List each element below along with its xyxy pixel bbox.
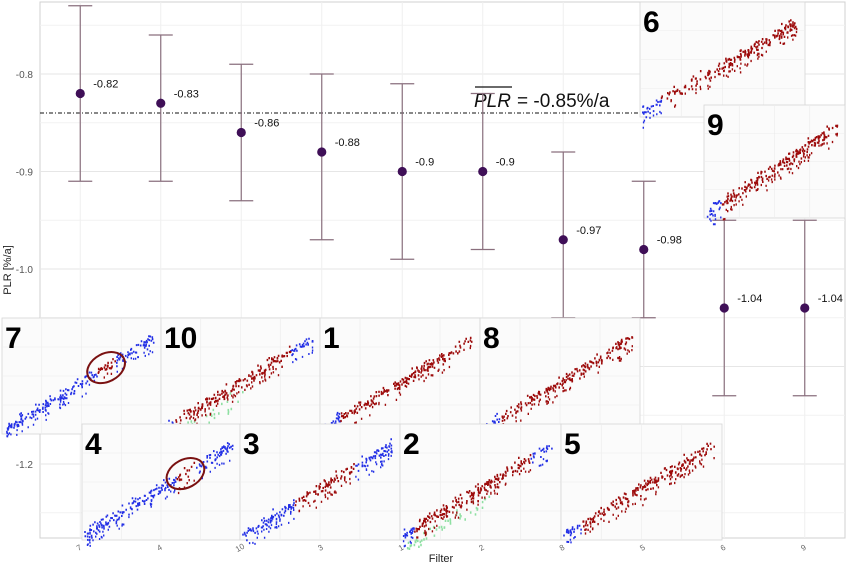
inset-filtered-points xyxy=(97,358,116,379)
x-tick-label: 5 xyxy=(638,543,647,553)
inset-label: 9 xyxy=(707,109,724,142)
x-tick-label: 8 xyxy=(558,543,567,553)
inset-highlight-ring xyxy=(165,457,206,491)
y-axis-ticks: -0.8 -0.9 -1.0 -1.2 xyxy=(16,70,34,471)
filter-scatter-insets: 6 9 7 10 1 8 4 3 2 5 xyxy=(1,1,846,550)
data-label: -1.04 xyxy=(737,293,762,305)
data-point xyxy=(397,166,407,177)
inset-filter-5: 5 xyxy=(560,423,723,544)
inset-label: 3 xyxy=(243,428,260,461)
data-label: -0.86 xyxy=(254,118,279,130)
x-axis-title: Filter xyxy=(429,553,454,565)
inset-filter-7: 7 xyxy=(1,317,162,438)
inset-kept-points xyxy=(242,438,393,545)
data-point xyxy=(317,147,327,157)
y-axis-title: PLR [%/a] xyxy=(2,245,14,295)
data-label: -0.9 xyxy=(415,157,434,169)
x-tick-label: 2 xyxy=(477,543,486,553)
data-point xyxy=(558,235,568,245)
data-point xyxy=(75,88,85,99)
data-point xyxy=(800,303,810,313)
inset-highlight-ring xyxy=(86,351,126,385)
y-tick-label: -0.8 xyxy=(16,70,34,81)
inset-kept-points xyxy=(563,524,582,544)
x-tick-label: 4 xyxy=(155,543,164,553)
inset-kept-points xyxy=(402,445,553,548)
inset-label: 8 xyxy=(483,322,500,355)
inset-filtered-points xyxy=(294,463,355,513)
data-label: -0.98 xyxy=(657,235,682,247)
x-tick-label: 7 xyxy=(75,543,84,553)
data-label: -1.04 xyxy=(818,293,843,305)
inset-filtered-points xyxy=(660,19,798,108)
inset-kept-points xyxy=(84,442,234,547)
inset-filter-8: 8 xyxy=(479,317,641,435)
y-tick-label: -1.0 xyxy=(16,265,34,276)
inset-filtered-points xyxy=(582,442,715,535)
x-tick-label: 1 xyxy=(397,543,406,553)
data-label: -0.9 xyxy=(496,157,515,169)
x-tick-label: 10 xyxy=(234,541,247,554)
inset-filter-2: 2 xyxy=(399,423,562,550)
x-tick-label: 6 xyxy=(719,543,728,553)
x-tick-label: 9 xyxy=(799,543,808,553)
inset-label: 7 xyxy=(5,322,22,355)
data-point xyxy=(719,303,729,313)
inset-label: 4 xyxy=(85,428,102,461)
inset-filter-10: 10 xyxy=(160,317,321,447)
inset-label: 6 xyxy=(643,6,660,39)
inset-label: 1 xyxy=(323,322,340,355)
inset-filtered-points xyxy=(340,336,473,425)
inset-filtered-points xyxy=(721,124,839,221)
inset-label: 2 xyxy=(403,428,420,461)
data-point xyxy=(478,166,488,177)
data-label: -0.97 xyxy=(576,225,601,237)
x-tick-label: 3 xyxy=(316,543,325,553)
data-label: -0.83 xyxy=(174,88,199,100)
data-point xyxy=(236,127,246,138)
y-tick-label: -0.9 xyxy=(16,168,34,179)
mean-label: = -0.85%/a xyxy=(517,91,610,112)
data-point xyxy=(156,98,166,108)
mean-symbol: PLR xyxy=(474,91,511,112)
inset-filtered-points xyxy=(414,454,532,539)
value-labels: -0.82 -0.83 -0.86 -0.88 -0.9 -0.9 -0.97 -0.98 -1… xyxy=(93,79,843,306)
inset-label: 10 xyxy=(164,322,197,355)
inset-filter-6: 6 xyxy=(639,1,806,129)
inset-filter-3: 3 xyxy=(239,423,401,545)
inset-kept-points xyxy=(6,335,155,438)
inset-filtered-points xyxy=(176,461,196,495)
data-label: -0.88 xyxy=(335,137,360,149)
inset-filtered-points xyxy=(501,336,634,433)
data-label: -0.82 xyxy=(93,79,118,91)
inset-label: 5 xyxy=(564,428,581,461)
inset-filter-1: 1 xyxy=(319,317,481,442)
inset-kept-points xyxy=(642,99,663,129)
inset-filter-9: 9 xyxy=(703,104,846,226)
data-point xyxy=(639,244,649,255)
y-tick-label: -1.2 xyxy=(16,460,34,471)
inset-kept-points xyxy=(706,200,722,226)
inset-filter-4: 4 xyxy=(81,423,241,547)
plr-points xyxy=(75,88,810,313)
